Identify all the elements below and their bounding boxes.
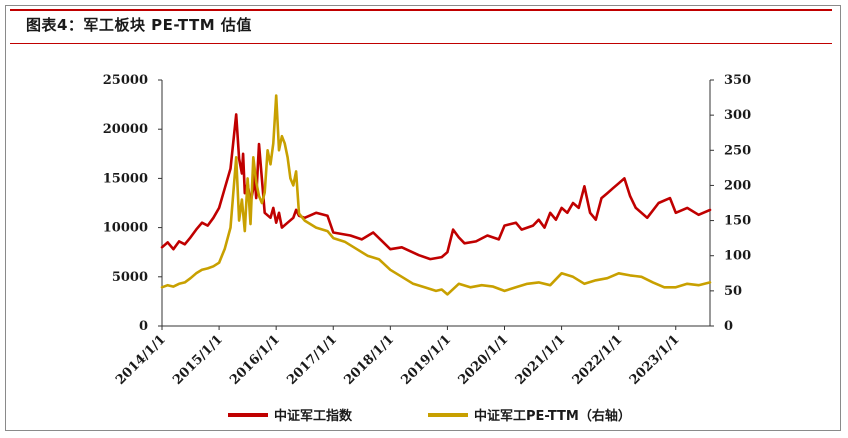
y-right-tick-label: 50 (724, 284, 742, 299)
legend-label: 中证军工指数 (274, 408, 353, 424)
y-right-tick-label: 250 (724, 143, 751, 158)
title-rule-bottom (10, 43, 832, 44)
series-line-pe (160, 94, 712, 296)
y-right-tick-label: 150 (724, 214, 751, 229)
x-tick-label: 2015/1/1 (170, 332, 226, 388)
title-rule-top (10, 9, 832, 11)
y-right-tick-label: 300 (724, 108, 751, 123)
y-right-tick-label: 0 (724, 319, 733, 334)
series-layer (160, 94, 712, 296)
x-tick-label: 2019/1/1 (399, 332, 455, 388)
x-tick-label: 2016/1/1 (227, 332, 283, 388)
y-left-tick-label: 5000 (112, 270, 148, 285)
series-line-index (160, 113, 712, 261)
y-right-tick-label: 350 (724, 73, 751, 88)
y-left-tick-label: 20000 (103, 122, 148, 137)
y-left-tick-label: 15000 (103, 171, 148, 186)
title-bar: 图表4：军工板块 PE-TTM 估值 (10, 9, 832, 44)
x-tick-label: 2017/1/1 (284, 332, 340, 388)
chart-title: 图表4：军工板块 PE-TTM 估值 (26, 16, 252, 34)
y-left-tick-label: 0 (139, 319, 148, 334)
x-tick-label: 2022/1/1 (570, 332, 626, 388)
x-tick-label: 2020/1/1 (456, 332, 512, 388)
x-tick-label: 2018/1/1 (341, 332, 397, 388)
legend: 中证军工指数 中证军工PE-TTM（右轴） (228, 408, 631, 424)
axes: 0 5000 10000 15000 20000 25000 0 50 100 150 200 250… (103, 73, 751, 388)
chart-frame (5, 5, 841, 431)
x-tick-label: 2021/1/1 (513, 332, 569, 388)
legend-label: 中证军工PE-TTM（右轴） (474, 408, 631, 424)
x-tick-label: 2023/1/1 (627, 332, 683, 388)
y-left-tick-label: 25000 (103, 73, 148, 88)
y-right-tick-label: 200 (724, 178, 751, 193)
y-left-tick-label: 10000 (103, 221, 148, 236)
x-tick-label: 2014/1/1 (113, 332, 169, 388)
y-right-tick-label: 100 (724, 249, 751, 264)
